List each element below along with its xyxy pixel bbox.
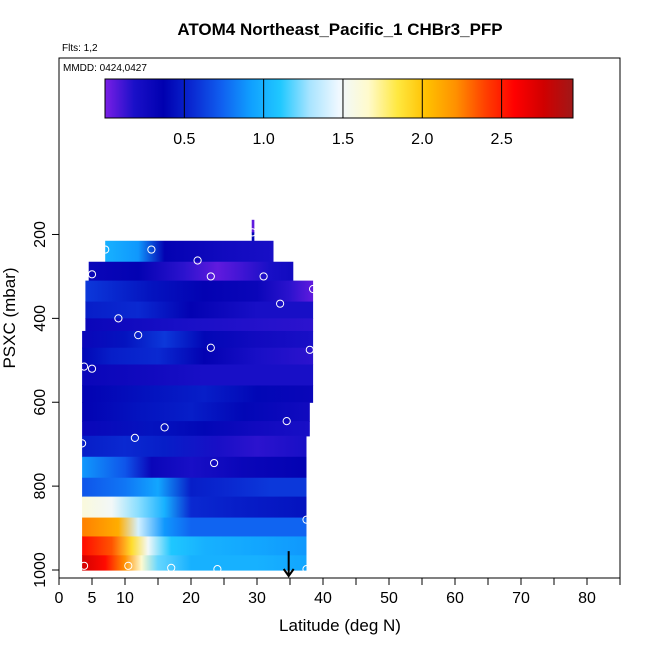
heatmap-band xyxy=(82,435,307,458)
sample-point xyxy=(147,245,156,254)
x-axis-label: Latitude (deg N) xyxy=(279,616,401,635)
heatmap-band xyxy=(251,232,255,242)
sample-point xyxy=(130,433,139,442)
x-tick-label: 20 xyxy=(182,590,200,607)
sample-point xyxy=(193,256,202,265)
heatmap-band xyxy=(85,318,314,332)
colorbar: 0.5 1.0 1.5 2.0 2.5 xyxy=(104,78,574,148)
heatmap-band xyxy=(82,517,307,538)
sample-point xyxy=(276,299,285,308)
sample-point xyxy=(167,563,176,573)
x-tick-label: 10 xyxy=(116,590,134,607)
arrow-head xyxy=(282,568,295,578)
sample-point xyxy=(79,561,89,570)
y-tick-label: 800 xyxy=(32,473,49,500)
sample-point xyxy=(101,245,110,254)
sample-point xyxy=(134,331,143,340)
heatmap-band xyxy=(82,385,314,403)
sample-points xyxy=(78,228,318,574)
sample-point xyxy=(87,364,97,373)
sample-point xyxy=(114,314,123,323)
dates-label: MMDD: 0424,0427 xyxy=(63,63,147,74)
y-tick-label: 200 xyxy=(32,221,49,248)
x-tick-label: 70 xyxy=(512,590,530,607)
sample-point xyxy=(282,417,291,426)
sample-point xyxy=(302,515,311,524)
colorbar-tick-label: 1.0 xyxy=(253,131,275,148)
x-tick-label: 40 xyxy=(314,590,332,607)
sample-point xyxy=(78,439,87,448)
x-tick-label: 80 xyxy=(578,590,596,607)
sample-point xyxy=(259,272,268,281)
colorbar-ramp xyxy=(104,78,574,119)
x-tick-label: 5 xyxy=(88,590,97,607)
y-axis-label: PSXC (mbar) xyxy=(0,267,19,368)
chart-title: ATOM4 Northeast_Pacific_1 CHBr3_PFP xyxy=(177,20,502,39)
y-axis: 200 400 600 800 1000 xyxy=(32,221,59,588)
heatmap-band xyxy=(82,347,314,366)
y-tick-label: 600 xyxy=(32,389,49,416)
heatmap-band xyxy=(82,364,314,387)
colorbar-tick-label: 2.0 xyxy=(411,131,433,148)
sample-point xyxy=(305,345,314,354)
sample-point xyxy=(87,270,97,279)
sample-point xyxy=(302,565,311,574)
sample-point xyxy=(206,272,215,281)
heatmap-band xyxy=(82,456,307,479)
sample-point xyxy=(210,458,219,468)
sample-point xyxy=(213,565,222,574)
y-tick-label: 1000 xyxy=(32,552,49,588)
heatmap xyxy=(82,219,314,571)
marker-arrow xyxy=(282,551,295,578)
x-tick-label: 50 xyxy=(380,590,398,607)
heatmap-band xyxy=(82,496,307,519)
colorbar-tick-label: 0.5 xyxy=(173,131,195,148)
sample-point xyxy=(160,423,169,432)
heatmap-band xyxy=(82,330,314,349)
colorbar-tick-label: 1.5 xyxy=(332,131,354,148)
heatmap-band xyxy=(82,555,307,571)
sample-point xyxy=(79,362,89,371)
heatmap-band xyxy=(85,280,314,303)
x-tick-label: 60 xyxy=(446,590,464,607)
sample-point xyxy=(248,228,257,237)
heatmap-band xyxy=(82,402,310,422)
x-tick-label: 30 xyxy=(248,590,266,607)
x-axis: 0 5 10 20 30 40 50 60 70 80 xyxy=(55,578,621,607)
y-tick-label: 400 xyxy=(32,305,49,332)
heatmap-band xyxy=(82,421,310,437)
heatmap-band xyxy=(105,240,274,263)
x-tick-label: 0 xyxy=(55,590,64,607)
sample-point xyxy=(206,343,215,352)
heatmap-band xyxy=(251,219,255,233)
sample-point xyxy=(124,561,133,570)
heatmap-band xyxy=(82,477,307,498)
colorbar-tick-label: 2.5 xyxy=(490,131,512,148)
sample-point xyxy=(309,284,318,294)
heatmap-band xyxy=(88,261,294,282)
flights-label: Flts: 1,2 xyxy=(62,43,98,54)
heatmap-band xyxy=(82,536,307,556)
heatmap-band xyxy=(85,301,314,319)
